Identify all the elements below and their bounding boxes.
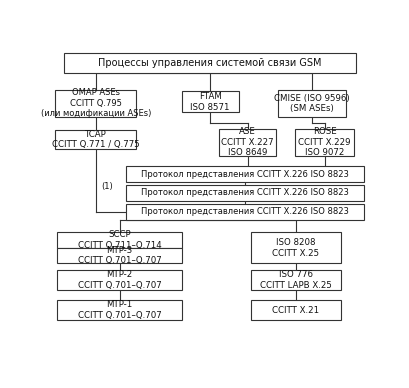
Bar [218,129,276,156]
Bar [250,232,340,263]
Bar [126,166,363,182]
Text: Протокол представления CCITT X.226 ISO 8823: Протокол представления CCITT X.226 ISO 8… [141,189,348,197]
Text: TCAP
CCITT Q.771 / Q.775: TCAP CCITT Q.771 / Q.775 [52,130,139,149]
Text: ISO 776
CCITT LAPB X.25: ISO 776 CCITT LAPB X.25 [259,270,331,290]
Bar [277,90,345,117]
Text: (1): (1) [101,182,112,191]
Text: Протокол представления CCITT X.226 ISO 8823: Протокол представления CCITT X.226 ISO 8… [141,207,348,216]
Bar [57,232,182,248]
Text: SCCP
CCITT Q.711–Q.714: SCCP CCITT Q.711–Q.714 [77,230,161,250]
Text: MTP-3
CCITT Q.701–Q.707: MTP-3 CCITT Q.701–Q.707 [77,246,161,265]
Text: ASE
CCITT X.227
ISO 8649: ASE CCITT X.227 ISO 8649 [221,127,273,157]
Bar [55,130,136,149]
Bar [250,270,340,290]
Text: CCITT X.21: CCITT X.21 [272,306,319,315]
Bar [57,248,182,263]
Text: MTP-1
CCITT Q.701–Q.707: MTP-1 CCITT Q.701–Q.707 [77,300,161,320]
Text: ISO 8208
CCITT X.25: ISO 8208 CCITT X.25 [272,238,319,258]
Bar [55,90,136,117]
Text: OMAP ASEs
CCITT Q.795
(или модификации ASEs): OMAP ASEs CCITT Q.795 (или модификации A… [40,88,151,118]
Bar [181,92,238,112]
Bar [294,129,353,156]
Bar [126,185,363,201]
Text: Протокол представления CCITT X.226 ISO 8823: Протокол представления CCITT X.226 ISO 8… [141,170,348,178]
Text: FTAM
ISO 8571: FTAM ISO 8571 [190,92,229,111]
Text: CMISE (ISO 9596)
(SM ASEs): CMISE (ISO 9596) (SM ASEs) [273,94,349,113]
Bar [57,270,182,290]
Text: ROSE
CCITT X.229
ISO 9072: ROSE CCITT X.229 ISO 9072 [297,127,350,157]
Bar [64,52,355,73]
Bar [126,204,363,220]
Bar [250,300,340,320]
Text: MTP-2
CCITT Q.701–Q.707: MTP-2 CCITT Q.701–Q.707 [77,270,161,290]
Bar [57,300,182,320]
Text: Процессы управления системой связи GSM: Процессы управления системой связи GSM [98,58,321,68]
